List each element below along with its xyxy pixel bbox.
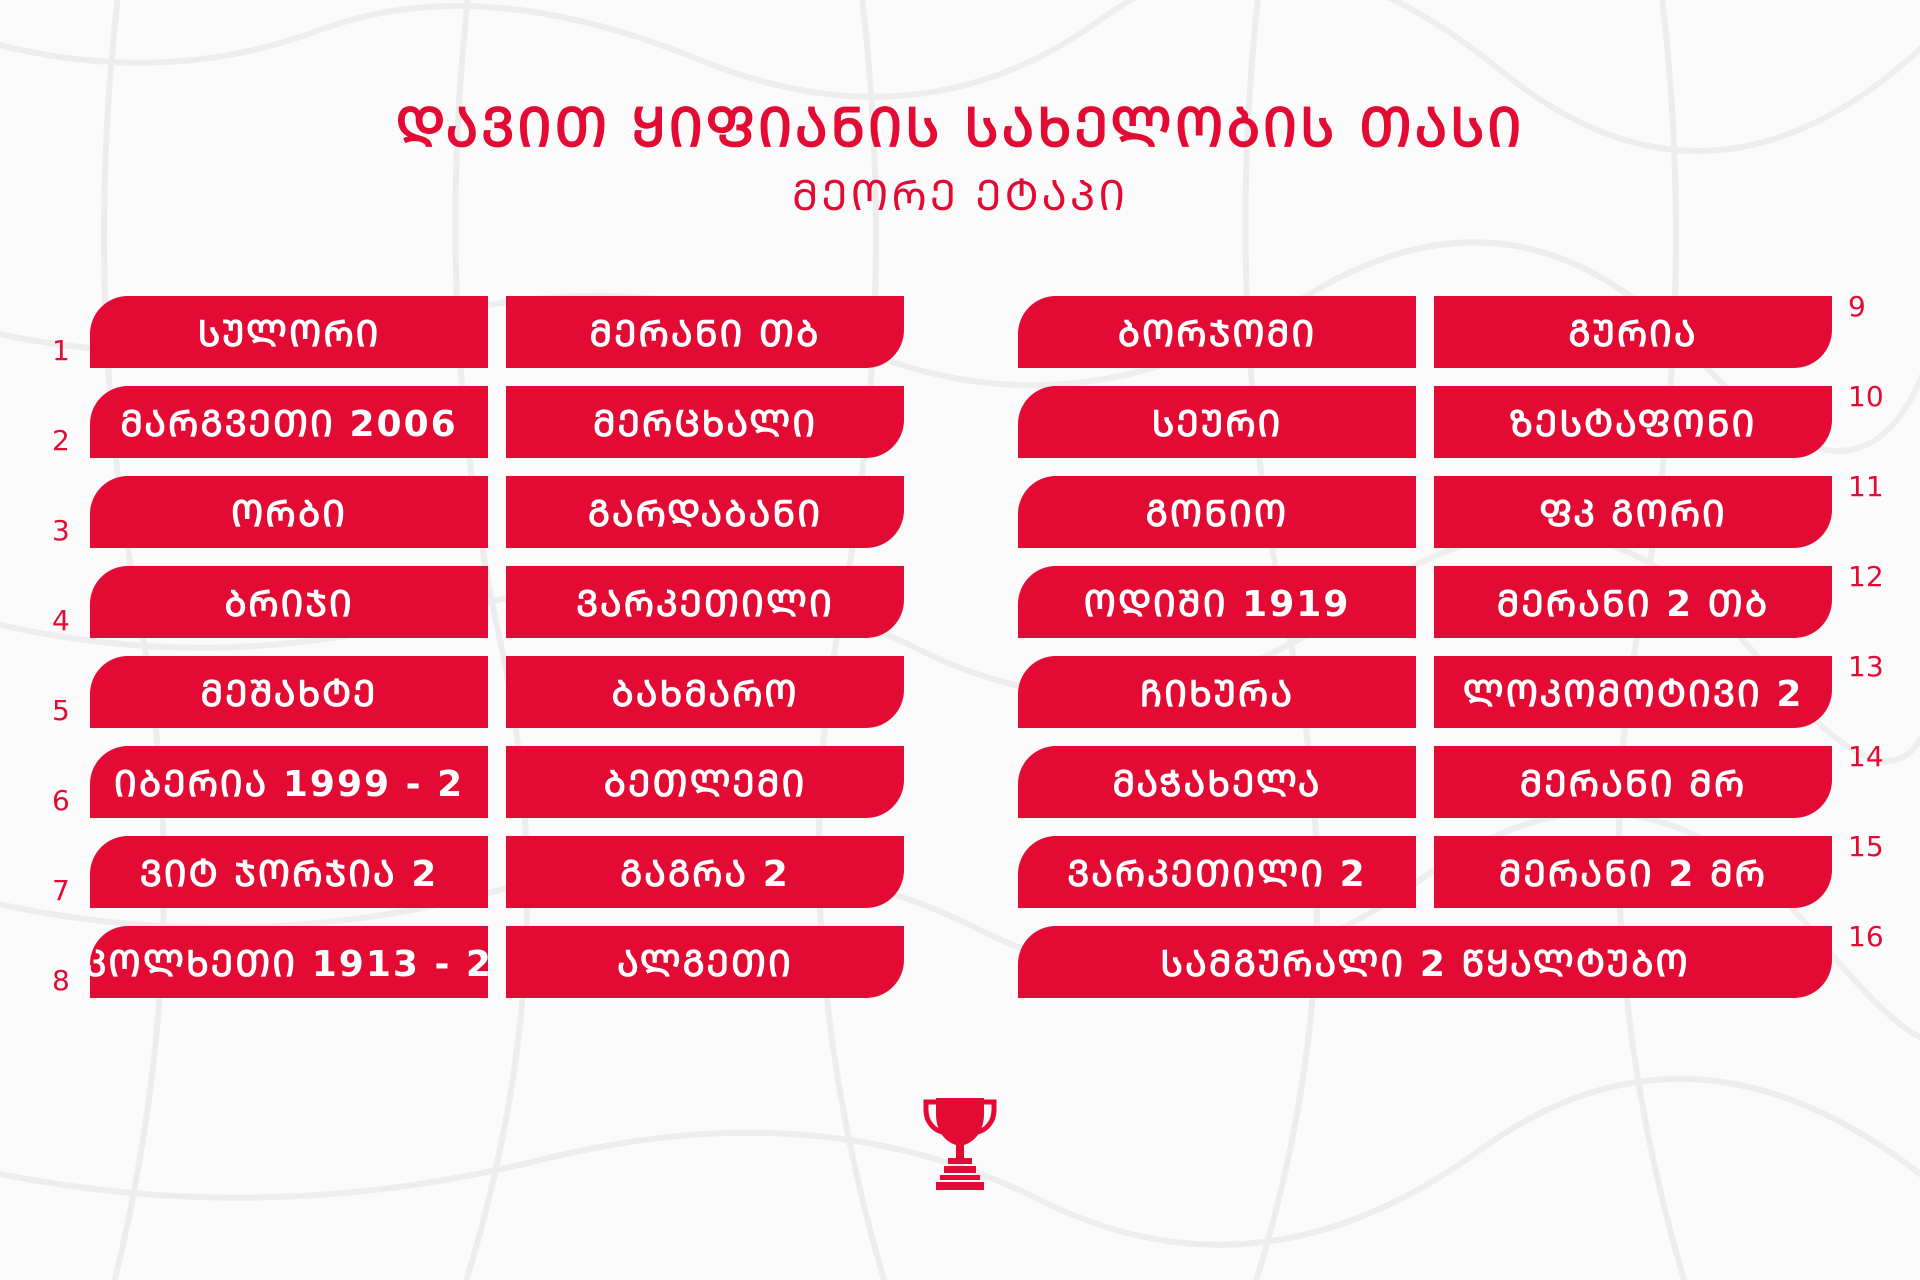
match-number: 13 <box>1848 650 1884 683</box>
match-number: 11 <box>1848 470 1884 503</box>
match-row: 12 ᲝᲓᲘᲨᲘ 1919 ᲛᲔᲠᲐᲜᲘ 2 ᲗᲑ <box>1018 560 1884 638</box>
home-team: ᲛᲐᲭᲐᲮᲔᲚᲐ <box>1018 746 1416 818</box>
single-team: ᲡᲐᲛᲒᲣᲠᲐᲚᲘ 2 ᲬᲧᲐᲚᲢᲣᲑᲝ <box>1018 926 1832 998</box>
away-team: ᲒᲐᲠᲓᲐᲑᲐᲜᲘ <box>506 476 904 548</box>
match-row: 8 ᲙᲝᲚᲮᲔᲗᲘ 1913 - 2 ᲐᲚᲒᲔᲗᲘ <box>52 926 904 998</box>
away-team: ᲛᲔᲠᲐᲜᲘ ᲗᲑ <box>506 296 904 368</box>
away-team: ᲒᲐᲒᲠᲐ 2 <box>506 836 904 908</box>
match-row: 14 ᲛᲐᲭᲐᲮᲔᲚᲐ ᲛᲔᲠᲐᲜᲘ ᲛᲠ <box>1018 740 1884 818</box>
match-row: 4 ᲑᲠᲘᲯᲘ ᲕᲐᲠᲙᲔᲗᲘᲚᲘ <box>52 566 904 638</box>
match-row: 3 ᲝᲠᲑᲘ ᲒᲐᲠᲓᲐᲑᲐᲜᲘ <box>52 476 904 548</box>
away-team: ᲚᲝᲙᲝᲛᲝᲢᲘᲕᲘ 2 <box>1434 656 1832 728</box>
match-row: 15 ᲕᲐᲠᲙᲔᲗᲘᲚᲘ 2 ᲛᲔᲠᲐᲜᲘ 2 ᲛᲠ <box>1018 830 1884 908</box>
home-team: ᲑᲝᲠᲯᲝᲛᲘ <box>1018 296 1416 368</box>
away-team: ᲤᲙ ᲒᲝᲠᲘ <box>1434 476 1832 548</box>
away-team: ᲛᲔᲠᲪᲮᲐᲚᲘ <box>506 386 904 458</box>
home-team: ᲝᲓᲘᲨᲘ 1919 <box>1018 566 1416 638</box>
away-team: ᲛᲔᲠᲐᲜᲘ 2 ᲗᲑ <box>1434 566 1832 638</box>
home-team: ᲡᲣᲚᲝᲠᲘ <box>90 296 488 368</box>
away-team: ᲑᲔᲗᲚᲔᲛᲘ <box>506 746 904 818</box>
match-number: 4 <box>52 604 70 637</box>
page-title: ᲓᲐᲕᲘᲗ ᲧᲘᲤᲘᲐᲜᲘᲡ ᲡᲐᲮᲔᲚᲝᲑᲘᲡ ᲗᲐᲡᲘ <box>395 96 1525 159</box>
match-row: 9 ᲑᲝᲠᲯᲝᲛᲘ ᲒᲣᲠᲘᲐ <box>1018 290 1866 368</box>
match-number: 2 <box>52 424 70 457</box>
away-team: ᲒᲣᲠᲘᲐ <box>1434 296 1832 368</box>
away-team: ᲐᲚᲒᲔᲗᲘ <box>506 926 904 998</box>
match-number: 14 <box>1848 740 1884 773</box>
match-number: 5 <box>52 694 70 727</box>
home-team: ᲕᲘᲢ ᲯᲝᲠᲯᲘᲐ 2 <box>90 836 488 908</box>
match-number: 16 <box>1848 920 1884 953</box>
home-team: ᲛᲐᲠᲒᲕᲔᲗᲘ 2006 <box>90 386 488 458</box>
away-team: ᲑᲐᲮᲛᲐᲠᲝ <box>506 656 904 728</box>
match-row: 6 ᲘᲑᲔᲠᲘᲐ 1999 - 2 ᲑᲔᲗᲚᲔᲛᲘ <box>52 746 904 818</box>
match-number: 8 <box>52 964 70 997</box>
home-team: ᲝᲠᲑᲘ <box>90 476 488 548</box>
away-team: ᲛᲔᲠᲐᲜᲘ 2 ᲛᲠ <box>1434 836 1832 908</box>
match-row: 5 ᲛᲔᲨᲐᲮᲢᲔ ᲑᲐᲮᲛᲐᲠᲝ <box>52 656 904 728</box>
match-row: 2 ᲛᲐᲠᲒᲕᲔᲗᲘ 2006 ᲛᲔᲠᲪᲮᲐᲚᲘ <box>52 386 904 458</box>
page-subtitle: ᲛᲔᲝᲠᲔ ᲔᲢᲐᲞᲘ <box>791 171 1129 220</box>
home-team: ᲒᲝᲜᲘᲝ <box>1018 476 1416 548</box>
away-team: ᲖᲔᲡᲢᲐᲤᲝᲜᲘ <box>1434 386 1832 458</box>
home-team: ᲛᲔᲨᲐᲮᲢᲔ <box>90 656 488 728</box>
match-row: 10 ᲡᲔᲣᲠᲘ ᲖᲔᲡᲢᲐᲤᲝᲜᲘ <box>1018 380 1884 458</box>
match-number: 3 <box>52 514 70 547</box>
match-number: 7 <box>52 874 70 907</box>
match-number: 10 <box>1848 380 1884 413</box>
trophy-icon <box>923 1098 997 1190</box>
match-number: 6 <box>52 784 70 817</box>
home-team: ᲘᲑᲔᲠᲘᲐ 1999 - 2 <box>90 746 488 818</box>
match-row: 11 ᲒᲝᲜᲘᲝ ᲤᲙ ᲒᲝᲠᲘ <box>1018 470 1884 548</box>
match-number: 12 <box>1848 560 1884 593</box>
home-team: ᲕᲐᲠᲙᲔᲗᲘᲚᲘ 2 <box>1018 836 1416 908</box>
match-row: 7 ᲕᲘᲢ ᲯᲝᲠᲯᲘᲐ 2 ᲒᲐᲒᲠᲐ 2 <box>52 836 904 908</box>
match-number: 15 <box>1848 830 1884 863</box>
home-team: ᲩᲘᲮᲣᲠᲐ <box>1018 656 1416 728</box>
match-row: 1 ᲡᲣᲚᲝᲠᲘ ᲛᲔᲠᲐᲜᲘ ᲗᲑ <box>52 296 904 368</box>
match-row: 16 ᲡᲐᲛᲒᲣᲠᲐᲚᲘ 2 ᲬᲧᲐᲚᲢᲣᲑᲝ <box>1018 920 1884 998</box>
match-number: 9 <box>1848 290 1866 323</box>
home-team: ᲙᲝᲚᲮᲔᲗᲘ 1913 - 2 <box>90 926 488 998</box>
away-team: ᲛᲔᲠᲐᲜᲘ ᲛᲠ <box>1434 746 1832 818</box>
match-number: 1 <box>52 334 70 367</box>
home-team: ᲡᲔᲣᲠᲘ <box>1018 386 1416 458</box>
match-row: 13 ᲩᲘᲮᲣᲠᲐ ᲚᲝᲙᲝᲛᲝᲢᲘᲕᲘ 2 <box>1018 650 1884 728</box>
away-team: ᲕᲐᲠᲙᲔᲗᲘᲚᲘ <box>506 566 904 638</box>
home-team: ᲑᲠᲘᲯᲘ <box>90 566 488 638</box>
